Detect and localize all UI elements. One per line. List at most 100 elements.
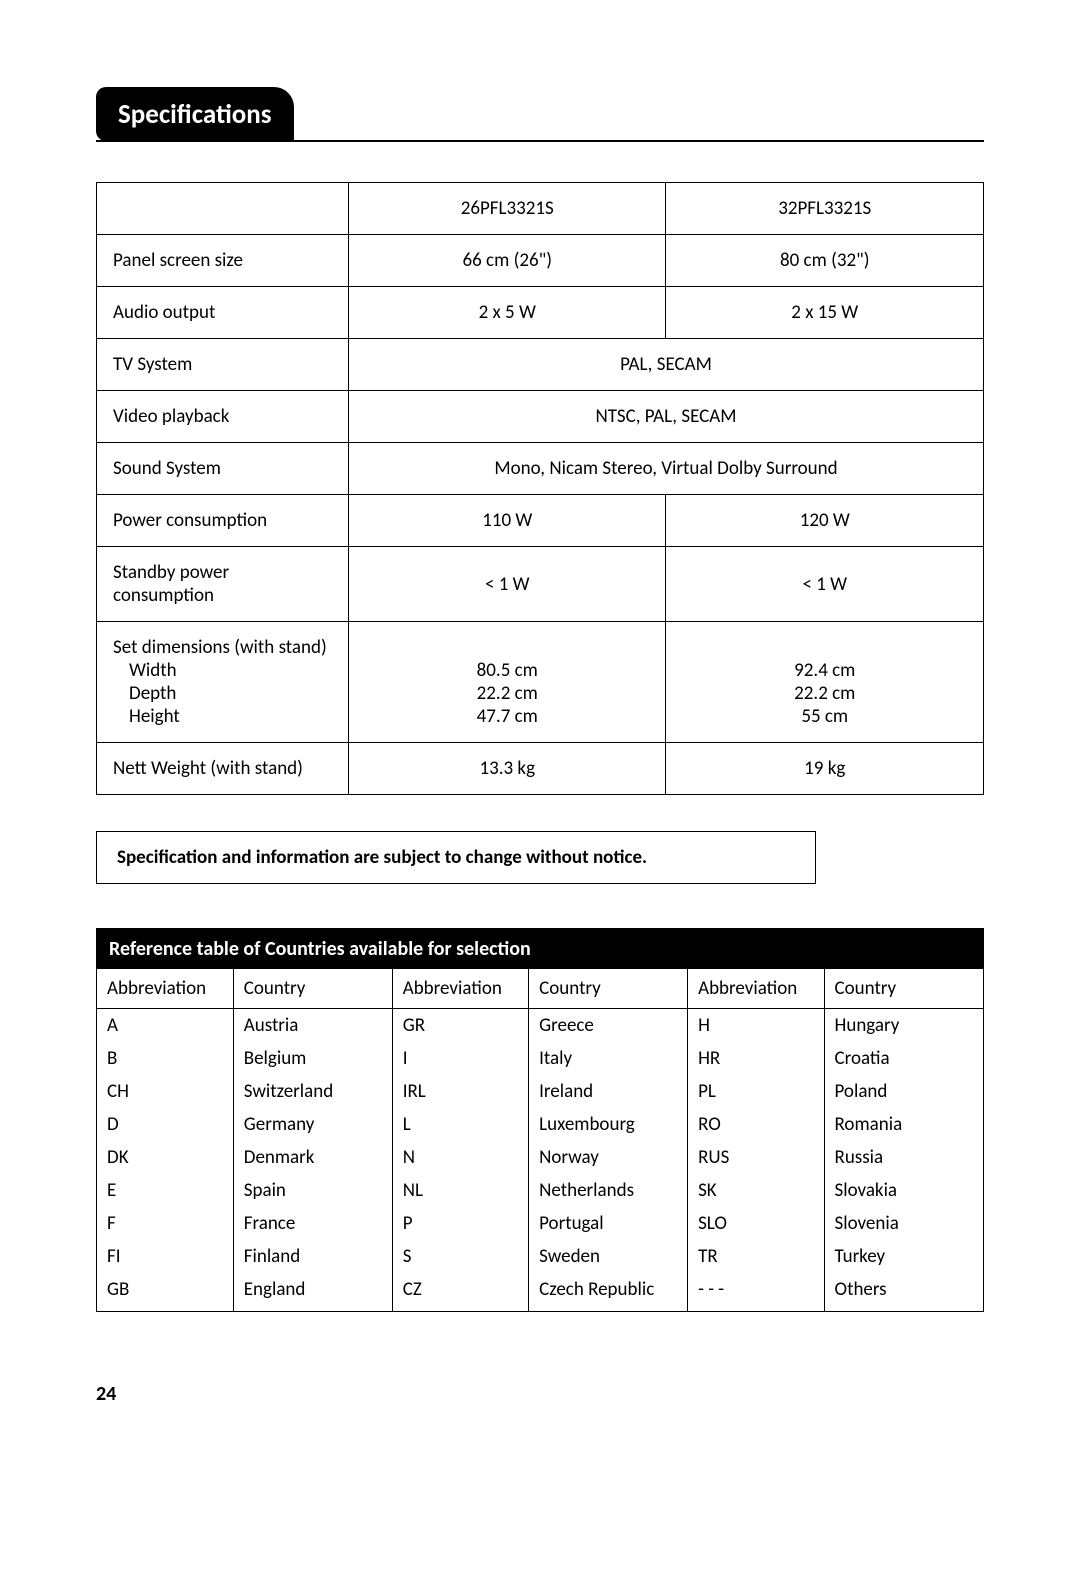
spec-value: 120 W: [666, 495, 984, 547]
ref-h-country-1: Country: [233, 969, 392, 1009]
ref-country: Spain: [233, 1174, 392, 1207]
ref-country: Norway: [529, 1141, 688, 1174]
ref-country: Portugal: [529, 1207, 688, 1240]
ref-abbr: I: [392, 1042, 528, 1075]
ref-abbr: B: [97, 1042, 233, 1075]
spec-row: Audio output2 x 5 W2 x 15 W: [97, 287, 984, 339]
ref-country: Austria: [233, 1009, 392, 1043]
ref-country: Turkey: [824, 1240, 983, 1273]
ref-country: Others: [824, 1273, 983, 1311]
ref-abbr: SK: [688, 1174, 824, 1207]
ref-country: Ireland: [529, 1075, 688, 1108]
spec-label: Nett Weight (with stand): [97, 743, 349, 795]
ref-abbr: DK: [97, 1141, 233, 1174]
ref-h-country-3: Country: [824, 969, 983, 1009]
spec-label: TV System: [97, 339, 349, 391]
reference-table: Abbreviation Country Abbreviation Countr…: [97, 969, 983, 1311]
spec-row: Video playbackNTSC, PAL, SECAM: [97, 391, 984, 443]
ref-abbr: D: [97, 1108, 233, 1141]
ref-country: Slovenia: [824, 1207, 983, 1240]
ref-row: FIFinlandSSwedenTRTurkey: [97, 1240, 983, 1273]
spec-label: Set dimensions (with stand)WidthDepthHei…: [97, 622, 349, 743]
ref-row: ESpainNLNetherlandsSKSlovakia: [97, 1174, 983, 1207]
ref-h-abbr-2: Abbreviation: [392, 969, 528, 1009]
spec-row: Set dimensions (with stand)WidthDepthHei…: [97, 622, 984, 743]
spec-model-1: 26PFL3321S: [349, 183, 666, 235]
spec-value: 80.5 cm22.2 cm47.7 cm: [349, 622, 666, 743]
ref-country: France: [233, 1207, 392, 1240]
spec-value: < 1 W: [666, 547, 984, 622]
ref-country: Russia: [824, 1141, 983, 1174]
spec-row: TV SystemPAL, SECAM: [97, 339, 984, 391]
spec-value-merged: Mono, Nicam Stereo, Virtual Dolby Surrou…: [349, 443, 984, 495]
ref-abbr: CH: [97, 1075, 233, 1108]
spec-label: Standby power consumption: [97, 547, 349, 622]
spec-row: Sound SystemMono, Nicam Stereo, Virtual …: [97, 443, 984, 495]
spec-row: Power consumption110 W120 W: [97, 495, 984, 547]
ref-header-row: Abbreviation Country Abbreviation Countr…: [97, 969, 983, 1009]
ref-country: Belgium: [233, 1042, 392, 1075]
page-number: 24: [96, 1382, 984, 1406]
spec-label: Video playback: [97, 391, 349, 443]
spec-row: Panel screen size66 cm (26")80 cm (32"): [97, 235, 984, 287]
ref-h-abbr-1: Abbreviation: [97, 969, 233, 1009]
ref-row: CHSwitzerlandIRLIrelandPLPoland: [97, 1075, 983, 1108]
spec-model-2: 32PFL3321S: [666, 183, 984, 235]
ref-abbr: GR: [392, 1009, 528, 1043]
ref-country: Romania: [824, 1108, 983, 1141]
ref-abbr: N: [392, 1141, 528, 1174]
spec-label: Panel screen size: [97, 235, 349, 287]
ref-abbr: E: [97, 1174, 233, 1207]
spec-value: 13.3 kg: [349, 743, 666, 795]
notice-box: Specification and information are subjec…: [96, 831, 816, 884]
ref-country: Netherlands: [529, 1174, 688, 1207]
ref-country: Hungary: [824, 1009, 983, 1043]
spec-row: Standby power consumption< 1 W< 1 W: [97, 547, 984, 622]
ref-row: GBEnglandCZCzech Republic- - -Others: [97, 1273, 983, 1311]
ref-country: Switzerland: [233, 1075, 392, 1108]
ref-country: Denmark: [233, 1141, 392, 1174]
spec-value: 2 x 15 W: [666, 287, 984, 339]
ref-country: Luxembourg: [529, 1108, 688, 1141]
ref-row: DGermanyLLuxembourgRORomania: [97, 1108, 983, 1141]
spec-value: 66 cm (26"): [349, 235, 666, 287]
ref-abbr: S: [392, 1240, 528, 1273]
ref-abbr: RO: [688, 1108, 824, 1141]
ref-abbr: SLO: [688, 1207, 824, 1240]
spec-header-row: 26PFL3321S 32PFL3321S: [97, 183, 984, 235]
reference-table-title: Reference table of Countries available f…: [97, 929, 983, 969]
ref-abbr: FI: [97, 1240, 233, 1273]
ref-abbr: TR: [688, 1240, 824, 1273]
ref-row: BBelgiumIItalyHRCroatia: [97, 1042, 983, 1075]
spec-label: Power consumption: [97, 495, 349, 547]
ref-abbr: CZ: [392, 1273, 528, 1311]
page: Specifications 26PFL3321S 32PFL3321S Pan…: [0, 0, 1080, 1466]
page-title: Specifications: [96, 87, 294, 141]
ref-country: Greece: [529, 1009, 688, 1043]
ref-abbr: A: [97, 1009, 233, 1043]
spec-label: Audio output: [97, 287, 349, 339]
ref-abbr: NL: [392, 1174, 528, 1207]
ref-row: AAustriaGRGreeceHHungary: [97, 1009, 983, 1043]
spec-value: 92.4 cm22.2 cm55 cm: [666, 622, 984, 743]
ref-abbr: HR: [688, 1042, 824, 1075]
ref-h-country-2: Country: [529, 969, 688, 1009]
spec-row: Nett Weight (with stand)13.3 kg19 kg: [97, 743, 984, 795]
spec-value: 19 kg: [666, 743, 984, 795]
ref-country: Croatia: [824, 1042, 983, 1075]
ref-h-abbr-3: Abbreviation: [688, 969, 824, 1009]
ref-abbr: P: [392, 1207, 528, 1240]
spec-header-blank: [97, 183, 349, 235]
ref-abbr: - - -: [688, 1273, 824, 1311]
ref-country: Slovakia: [824, 1174, 983, 1207]
spec-value-merged: NTSC, PAL, SECAM: [349, 391, 984, 443]
ref-country: England: [233, 1273, 392, 1311]
spec-value: 110 W: [349, 495, 666, 547]
ref-abbr: RUS: [688, 1141, 824, 1174]
ref-abbr: F: [97, 1207, 233, 1240]
ref-row: DKDenmarkNNorwayRUSRussia: [97, 1141, 983, 1174]
spec-value: 2 x 5 W: [349, 287, 666, 339]
ref-country: Sweden: [529, 1240, 688, 1273]
ref-abbr: GB: [97, 1273, 233, 1311]
spec-value: 80 cm (32"): [666, 235, 984, 287]
